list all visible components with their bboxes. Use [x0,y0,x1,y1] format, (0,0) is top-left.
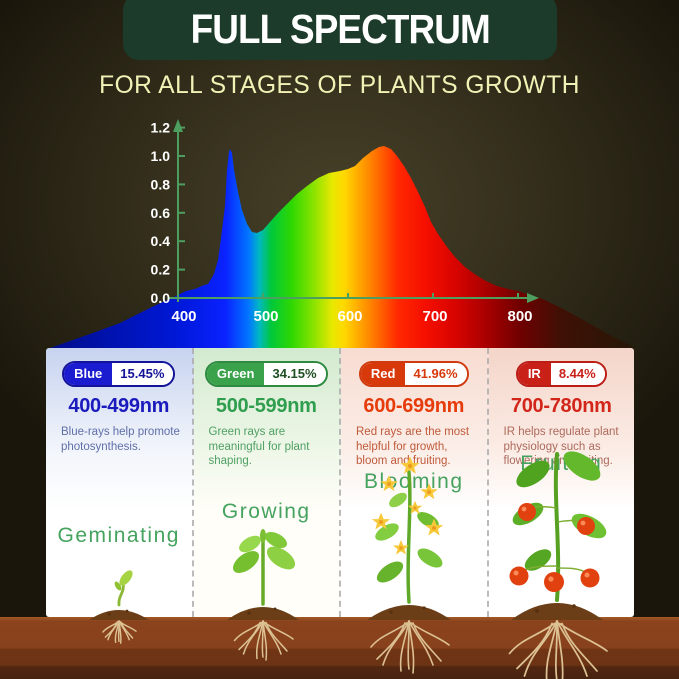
column-red: Red 41.96% 600-699nm Red rays are the mo… [341,348,489,617]
ir-badge-label: IR [517,363,551,385]
y-tick-label: 0.4 [151,233,171,249]
y-tick-label: 1.2 [151,120,171,136]
stage-label-fruiting: Fruiting [520,452,603,475]
red-range: 600-699nm [363,395,465,417]
green-badge: Green 34.15% [204,361,328,387]
ir-range: 700-780nm [510,395,612,417]
x-tick-label: 800 [507,308,532,325]
ir-badge: IR 8.44% [515,361,607,387]
soil-band [0,617,679,679]
stage-label-growing: Growing [221,500,311,523]
x-tick-label: 500 [253,308,278,325]
red-badge-label: Red [360,363,406,385]
green-badge-percent: 34.15% [264,363,326,385]
blue-badge-label: Blue [64,363,113,385]
blue-badge-percent: 15.45% [112,363,174,385]
red-badge-percent: 41.96% [405,363,467,385]
x-tick-label: 600 [337,308,362,325]
blue-range: 400-499nm [68,395,170,417]
x-tick-label: 700 [422,308,447,325]
y-tick-label: 0.8 [151,176,171,192]
stage-label-germinating: Geminating [57,524,180,547]
red-badge: Red 41.96% [358,361,469,387]
y-tick-label: 0.6 [151,205,171,221]
blue-description: Blue-rays help promote photosynthesis. [61,426,180,453]
ir-badge-percent: 8.44% [550,363,605,385]
green-description: Green rays are meaningful for plant shap… [208,426,310,468]
title-banner: FULL SPECTRUM [123,0,557,60]
x-tick-label: 400 [171,308,196,325]
column-blue: Blue 15.45% 400-499nm Blue-rays help pro… [46,348,194,617]
page-title: FULL SPECTRUM [190,5,490,52]
stage-label-blooming: Blooming [363,470,464,493]
page-subtitle: FOR ALL STAGES OF PLANTS GROWTH [99,71,580,99]
column-ir: IR 8.44% 700-780nm IR helps regulate pla… [488,348,634,617]
y-tick-label: 0.0 [151,290,171,306]
spectrum-info-panel: Blue 15.45% 400-499nm Blue-rays help pro… [46,348,634,617]
x-axis-arrow-icon [527,293,539,303]
spectrum-area [50,146,634,356]
red-description: Red rays are the most helpful for growth… [356,426,470,468]
spectrum-chart: 0.0 0.2 0.4 0.6 0.8 1.0 1.2 400 500 600 … [50,119,634,356]
green-badge-label: Green [206,363,265,385]
green-range: 500-599nm [215,395,317,417]
y-tick-label: 0.2 [151,262,171,278]
y-axis-arrow-icon [173,119,183,132]
blue-badge: Blue 15.45% [62,361,176,387]
y-tick-label: 1.0 [151,148,171,164]
column-green: Green 34.15% 500-599nm Green rays are me… [193,348,341,617]
